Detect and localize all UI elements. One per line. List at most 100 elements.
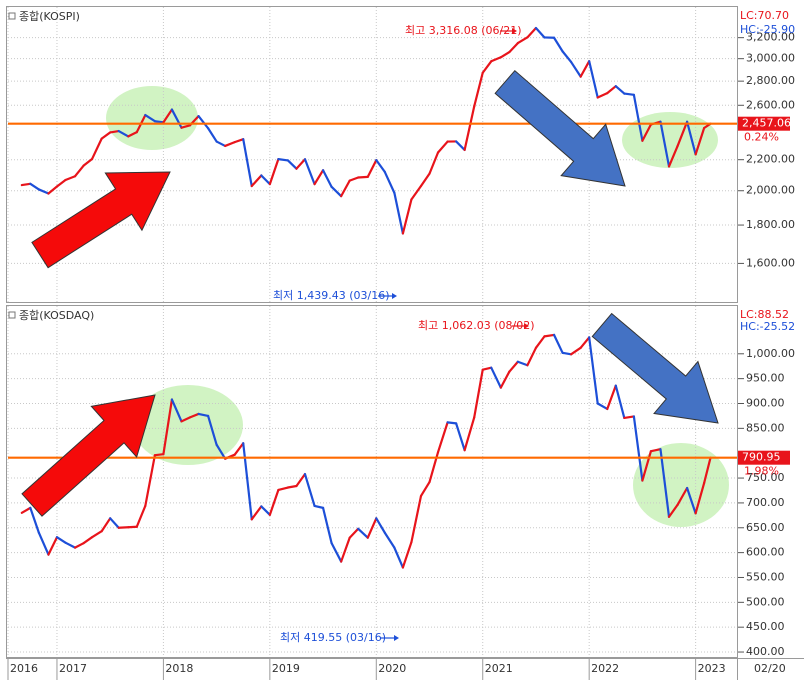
price-segment [676, 120, 689, 148]
price-segment [455, 422, 466, 452]
price-segment [410, 184, 423, 201]
y-tick-label: 2,800.00 [746, 74, 795, 87]
price-segment [20, 506, 32, 514]
price-segment [64, 175, 77, 182]
price-segment [277, 486, 290, 492]
price-segment [623, 92, 635, 96]
y-tick-label: 2,000.00 [746, 184, 795, 197]
change-label: 1.98% [744, 465, 779, 478]
price-segment [162, 398, 174, 456]
highlight-ellipse [106, 86, 198, 150]
price-segment [260, 174, 271, 186]
price-segment [526, 346, 538, 367]
price-segment [473, 368, 484, 419]
price-segment [499, 51, 511, 59]
price-segment [82, 536, 94, 545]
price-segment [632, 93, 644, 142]
price-segment [561, 351, 573, 356]
price-segment [286, 484, 298, 489]
price-segment [153, 453, 165, 457]
price-segment [64, 541, 77, 549]
price-segment [250, 174, 263, 188]
price-segment [508, 360, 519, 373]
price-segment [321, 169, 333, 188]
y-tick-label: 1,800.00 [746, 218, 795, 231]
price-segment [534, 26, 546, 39]
price-segment [330, 542, 343, 563]
price-segment [623, 415, 635, 420]
y-tick-label: 550.00 [746, 570, 785, 583]
price-segment [694, 126, 706, 156]
price-segment [303, 158, 316, 186]
price-segment [215, 443, 227, 460]
price-segment [268, 158, 280, 186]
price-segment [29, 506, 40, 534]
price-segment [127, 131, 138, 138]
price-segment [641, 450, 653, 482]
annotation-arrow-head [512, 28, 517, 34]
plot-area: 3,200.00 3,000.00 2,800.00 2,600.00 2,200.00… [7, 7, 795, 658]
panel-title: 종합(KOSDAQ) [19, 309, 94, 322]
price-segment [463, 416, 476, 452]
x-tick-label: 2022 [591, 662, 619, 675]
price-segment [109, 129, 120, 134]
price-segment [383, 170, 396, 194]
price-segment [588, 336, 599, 405]
price-segment [188, 412, 200, 419]
price-segment [348, 527, 360, 539]
price-segment [649, 448, 662, 453]
last-value-box [738, 450, 790, 465]
price-segment [614, 85, 626, 95]
price-segment [676, 486, 689, 507]
price-segment [170, 398, 183, 423]
price-segment [357, 175, 369, 179]
highlight-ellipse [622, 112, 718, 168]
price-segment [490, 366, 502, 389]
price-segment [614, 384, 626, 420]
price-segment [340, 536, 351, 563]
last-value-label: 790.95 [742, 451, 781, 464]
panel-icon [8, 12, 16, 20]
price-segment [286, 159, 298, 170]
price-segment [277, 158, 290, 162]
arrows [21, 69, 719, 517]
high-annotation: 최고 1,062.03 (08/02) [418, 319, 535, 332]
price-segment [641, 123, 653, 142]
price-segment [37, 188, 50, 195]
low-annotation: 최저 1,439.43 (03/16) [273, 289, 390, 302]
y-tick-label: 900.00 [746, 396, 785, 409]
price-segment [499, 370, 511, 389]
price-segment [348, 176, 360, 182]
price-segment [375, 517, 386, 534]
lc-label: LC:70.70 [740, 9, 789, 22]
price-segment [393, 191, 405, 235]
x-tick-label: 2023 [698, 662, 726, 675]
last-value-label: 2,457.06 [742, 117, 791, 130]
price-segment [73, 542, 85, 549]
price-segment [481, 366, 493, 371]
panel-title: 종합(KOSPI) [19, 10, 80, 23]
price-segment [242, 138, 253, 188]
price-segment [526, 26, 538, 39]
price-segment [596, 402, 609, 411]
price-segment [401, 198, 413, 235]
price-segment [463, 105, 476, 152]
price-segment [268, 488, 280, 516]
arrow [31, 171, 171, 269]
price-segment [207, 414, 218, 446]
price-segment [233, 138, 245, 144]
x-tick-label: 2019 [272, 662, 300, 675]
price-segment [703, 456, 712, 485]
price-segment [686, 486, 697, 515]
y-tick-label: 600.00 [746, 546, 785, 559]
price-segment [366, 159, 378, 178]
x-tick-label: 2018 [165, 662, 193, 675]
arrow [591, 312, 719, 424]
price-segment [659, 448, 671, 518]
x-tick-label: 2020 [378, 662, 406, 675]
price-segment [303, 472, 316, 507]
annotation-arrow-head [394, 635, 399, 641]
price-segment [686, 120, 697, 156]
price-segment [250, 505, 263, 521]
